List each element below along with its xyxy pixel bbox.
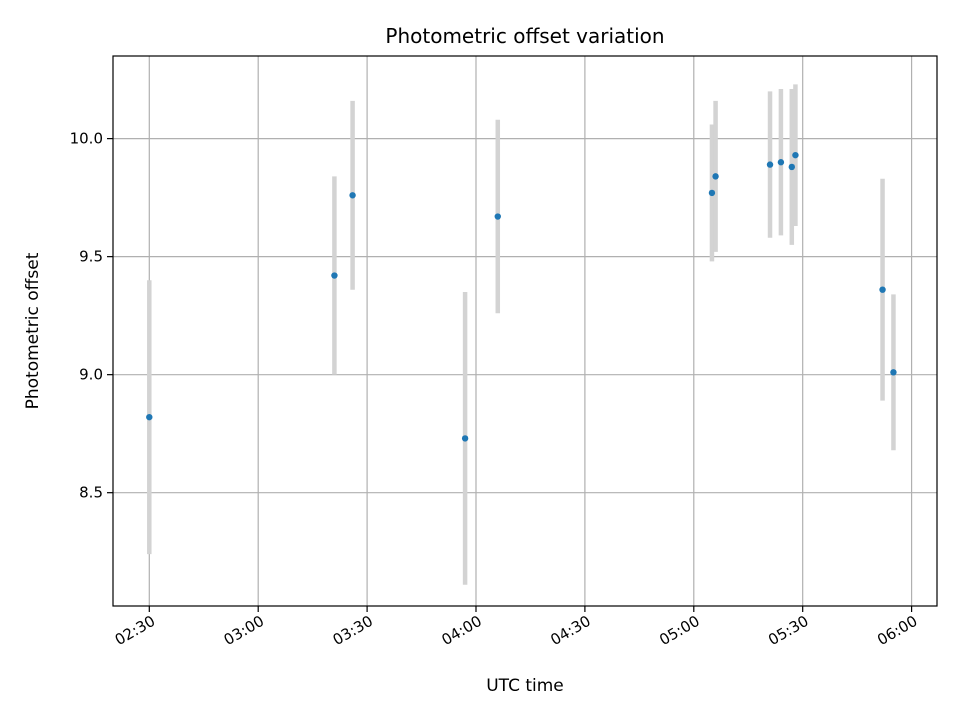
y-tick-label: 8.5 bbox=[79, 484, 103, 502]
y-tick-label: 9.0 bbox=[79, 366, 103, 384]
data-point bbox=[349, 192, 356, 199]
grid bbox=[113, 56, 937, 606]
y-axis-title: Photometric offset bbox=[23, 252, 43, 409]
chart-title: Photometric offset variation bbox=[385, 24, 664, 48]
data-point bbox=[331, 272, 338, 279]
x-axis-title: UTC time bbox=[486, 676, 564, 696]
plot-frame bbox=[112, 55, 938, 607]
data-point bbox=[146, 413, 153, 421]
data-point bbox=[890, 369, 897, 376]
data-points bbox=[146, 151, 897, 442]
data-point bbox=[777, 159, 785, 166]
data-point bbox=[494, 213, 501, 220]
y-axis-ticks: 8.5 9.0 9.5 10.0 bbox=[70, 130, 113, 502]
data-point bbox=[708, 189, 716, 197]
y-tick-label: 9.5 bbox=[79, 248, 103, 266]
y-tick-label: 10.0 bbox=[70, 130, 103, 148]
data-point bbox=[766, 161, 774, 168]
data-point bbox=[712, 173, 719, 180]
data-point bbox=[461, 435, 469, 442]
data-point bbox=[792, 151, 799, 159]
data-point bbox=[879, 286, 886, 293]
data-point bbox=[788, 163, 796, 171]
